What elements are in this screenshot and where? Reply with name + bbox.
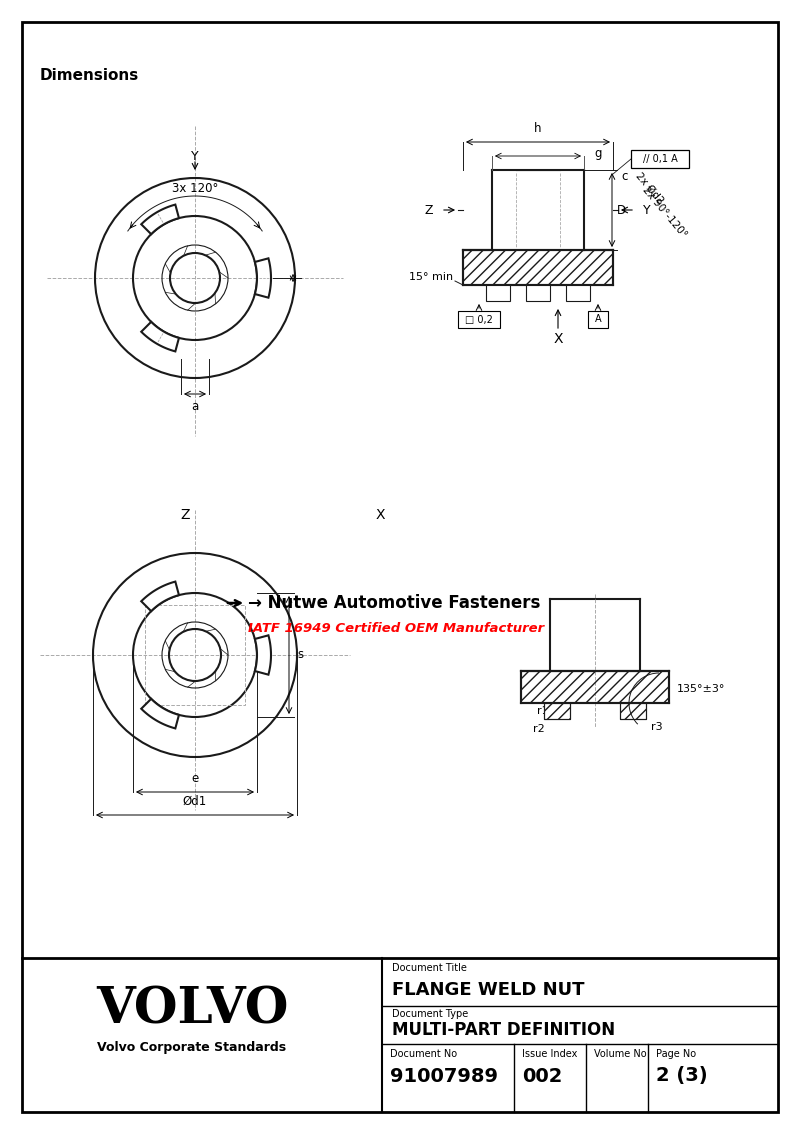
Text: Document Type: Document Type bbox=[392, 1009, 468, 1019]
Bar bbox=[458, 311, 500, 328]
Text: VOLVO: VOLVO bbox=[96, 985, 288, 1035]
Text: a: a bbox=[191, 400, 198, 414]
Text: // 0,1 A: // 0,1 A bbox=[642, 154, 678, 164]
Bar bbox=[620, 703, 646, 719]
Bar bbox=[620, 703, 646, 719]
Bar bbox=[566, 285, 590, 301]
Text: A: A bbox=[594, 314, 602, 325]
Text: Volume No: Volume No bbox=[594, 1048, 646, 1059]
Bar bbox=[544, 703, 570, 719]
Bar bbox=[463, 250, 613, 285]
Text: e: e bbox=[191, 772, 198, 785]
Text: Dimensions: Dimensions bbox=[40, 68, 139, 83]
Text: 91007989: 91007989 bbox=[390, 1067, 498, 1086]
Bar bbox=[631, 150, 689, 169]
Text: Z: Z bbox=[180, 508, 190, 523]
Text: → Nutwe Automotive Fasteners: → Nutwe Automotive Fasteners bbox=[248, 594, 540, 612]
Text: Y: Y bbox=[191, 149, 199, 163]
Polygon shape bbox=[255, 636, 271, 675]
Text: 002: 002 bbox=[522, 1067, 562, 1086]
Text: IATF 16949 Certified OEM Manufacturer: IATF 16949 Certified OEM Manufacturer bbox=[248, 622, 544, 634]
Polygon shape bbox=[142, 581, 179, 611]
Polygon shape bbox=[255, 258, 271, 297]
Text: □ 0,2: □ 0,2 bbox=[465, 314, 493, 325]
Text: r3: r3 bbox=[651, 722, 663, 732]
Text: r1: r1 bbox=[537, 706, 549, 716]
Text: r2: r2 bbox=[533, 724, 545, 734]
Text: X: X bbox=[554, 333, 562, 346]
Text: Ød1: Ød1 bbox=[183, 795, 207, 808]
Text: D: D bbox=[617, 204, 626, 216]
Bar bbox=[521, 671, 669, 703]
Text: 3x 120°: 3x 120° bbox=[172, 181, 218, 195]
Text: g: g bbox=[594, 147, 602, 159]
Text: h: h bbox=[534, 122, 542, 135]
Bar bbox=[486, 285, 510, 301]
Bar bbox=[526, 285, 550, 301]
Text: Volvo Corporate Standards: Volvo Corporate Standards bbox=[98, 1042, 286, 1054]
Text: 2x Ød2: 2x Ød2 bbox=[634, 171, 666, 206]
Text: MULTI-PART DEFINITION: MULTI-PART DEFINITION bbox=[392, 1021, 615, 1039]
Text: 15° min: 15° min bbox=[409, 271, 453, 282]
Polygon shape bbox=[142, 205, 179, 234]
Polygon shape bbox=[142, 322, 179, 352]
Text: 2x 90°-120°: 2x 90°-120° bbox=[640, 184, 688, 240]
Bar bbox=[588, 311, 608, 328]
Text: c: c bbox=[621, 170, 627, 182]
Text: Document No: Document No bbox=[390, 1048, 457, 1059]
Text: Document Title: Document Title bbox=[392, 962, 467, 973]
Text: s: s bbox=[297, 648, 303, 662]
Text: Y: Y bbox=[643, 204, 650, 216]
Text: Issue Index: Issue Index bbox=[522, 1048, 578, 1059]
Polygon shape bbox=[142, 699, 179, 728]
Text: FLANGE WELD NUT: FLANGE WELD NUT bbox=[392, 981, 585, 999]
Bar bbox=[145, 605, 245, 705]
Text: Z: Z bbox=[425, 204, 433, 216]
Text: Page No: Page No bbox=[656, 1048, 696, 1059]
Text: 135°±3°: 135°±3° bbox=[677, 684, 726, 694]
Bar bbox=[544, 703, 570, 719]
Text: 2 (3): 2 (3) bbox=[656, 1067, 708, 1086]
Text: X: X bbox=[375, 508, 385, 523]
